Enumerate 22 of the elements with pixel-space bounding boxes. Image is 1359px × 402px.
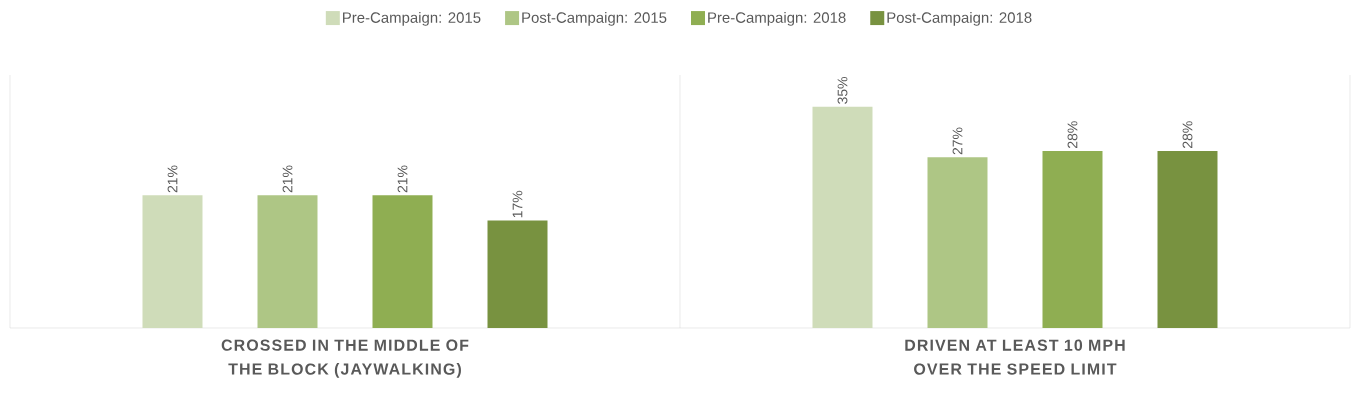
bar (372, 195, 433, 328)
bar (1157, 150, 1218, 328)
bar (142, 195, 203, 328)
legend-label: Pre-Campaign: 2018 (708, 11, 846, 26)
bar (812, 106, 873, 328)
data-label: 28% (1067, 121, 1078, 148)
data-label: 28% (1182, 121, 1193, 148)
bar (257, 195, 318, 328)
bar (927, 157, 988, 328)
data-label: 21% (397, 165, 408, 193)
data-label: 35% (837, 77, 848, 104)
legend-label: Pre-Campaign: 2015 (343, 11, 481, 26)
x-tick-label: CROSSED IN THE MIDDLE OF THE BLOCK (JAYWALKING) (221, 339, 469, 378)
data-label: 27% (952, 127, 963, 155)
data-label: 17% (512, 190, 523, 218)
legend-label: Post-Campaign: 2015 (522, 11, 667, 26)
data-label: 21% (282, 165, 293, 193)
legend-label: Post-Campaign: 2018 (887, 11, 1032, 26)
x-tick-label: DRIVEN AT LEAST 10 MPH OVER THE SPEED LIMIT (905, 339, 1125, 375)
bar (487, 220, 548, 328)
data-label: 21% (167, 165, 178, 193)
bar (1042, 150, 1103, 328)
